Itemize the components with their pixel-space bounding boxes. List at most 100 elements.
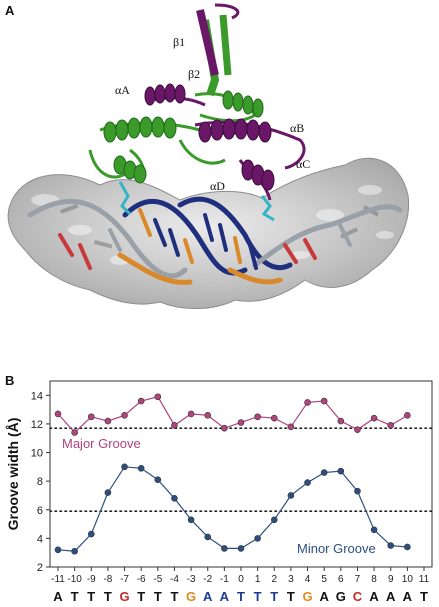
sequence-letter: T [104, 589, 112, 604]
panel-a-label: A [5, 3, 15, 18]
protein-dna-structure: β1 β2 αA αB αC αD [7, 3, 410, 310]
data-point [154, 393, 162, 401]
data-point [320, 397, 328, 405]
data-point [254, 535, 261, 542]
x-tick-label: 0 [238, 574, 244, 585]
x-axis: -11 -10 -9 -8 -7 -6 -5 -4 -3 -2 -1 0 1 2 3 4 5 6 7 8 9 10 11 [51, 567, 430, 585]
x-tick-label: 10 [402, 574, 414, 585]
data-point [137, 464, 145, 472]
data-point [254, 413, 261, 421]
series-layer [54, 393, 411, 555]
x-tick-label: 8 [371, 574, 377, 585]
series-line-0 [57, 396, 408, 434]
x-tick-label: 4 [305, 574, 311, 585]
data-point [137, 397, 145, 405]
sequence-letter: A [53, 589, 63, 604]
data-point [337, 417, 345, 425]
y-tick-label: 14 [31, 390, 43, 402]
data-point [270, 414, 278, 422]
series-line-1 [57, 466, 408, 552]
x-tick-label: -7 [120, 574, 129, 585]
sequence-letter: G [336, 589, 346, 604]
y-tick-label: 2 [37, 562, 43, 574]
data-point [287, 423, 295, 431]
dna-base-pairs [58, 208, 352, 270]
x-tick-label: -10 [67, 574, 82, 585]
x-tick-label: 1 [255, 574, 261, 585]
data-point [221, 545, 228, 552]
data-point [270, 516, 278, 524]
sequence-letter: A [319, 589, 329, 604]
x-tick-label: 2 [271, 574, 277, 585]
y-axis-label: Groove width (Å) [5, 418, 21, 531]
sequence-letter: T [270, 589, 278, 604]
data-point [370, 414, 378, 422]
data-point [171, 495, 178, 502]
panel-b-label: B [5, 373, 15, 388]
y-tick-label: 12 [31, 419, 43, 431]
sequence-letter: T [71, 589, 79, 604]
y-axis: 2 4 6 8 10 12 14 [31, 390, 50, 574]
data-point [54, 410, 62, 418]
sequence-letter: G [119, 589, 129, 604]
y-tick-label: 10 [31, 448, 43, 460]
x-tick-label: 3 [288, 574, 294, 585]
x-tick-label: -11 [51, 574, 65, 585]
data-point [187, 516, 195, 524]
sequence-letter: T [420, 589, 428, 604]
x-tick-label: 11 [419, 574, 430, 585]
sequence-letter: T [87, 589, 95, 604]
label-alphaD: αD [210, 179, 225, 193]
y-tick-label: 4 [37, 533, 43, 545]
x-tick-label: -2 [203, 574, 212, 585]
data-point [104, 489, 112, 496]
data-point [71, 429, 78, 436]
data-point [354, 426, 361, 433]
sequence-letter: T [170, 589, 178, 604]
label-alphaA: αA [115, 83, 130, 97]
data-point [104, 417, 112, 425]
data-point [404, 412, 411, 419]
data-point [87, 413, 95, 421]
sequence-letter: G [186, 589, 196, 604]
x-tick-label: 7 [355, 574, 361, 585]
label-alphaC: αC [296, 157, 310, 171]
data-point [387, 542, 395, 549]
data-point [171, 422, 178, 429]
data-point [221, 424, 228, 432]
data-point [204, 412, 212, 419]
sequence-letter: A [203, 589, 213, 604]
sequence-letter: A [369, 589, 379, 604]
data-point [71, 547, 78, 555]
data-point [370, 526, 378, 534]
data-point [121, 412, 128, 419]
x-tick-label: -4 [170, 574, 179, 585]
data-point [304, 479, 311, 486]
reference-lines [49, 427, 433, 512]
data-point [54, 546, 62, 554]
label-beta2: β2 [188, 67, 200, 81]
series-label-minor-groove: Minor Groove [297, 541, 376, 556]
dna-backbone [27, 196, 403, 285]
data-point [237, 419, 245, 426]
data-point [287, 492, 295, 499]
data-point [337, 467, 345, 475]
protein-purple-helices [144, 83, 275, 191]
sequence-letter: T [287, 589, 295, 604]
x-tick-label: -1 [220, 574, 229, 585]
sequence-letter: A [220, 589, 230, 604]
data-point [320, 469, 328, 476]
sequence-letter: A [403, 589, 413, 604]
label-beta1: β1 [173, 35, 185, 49]
plot-frame [49, 380, 433, 568]
data-point [304, 399, 311, 406]
x-tick-label: -5 [153, 574, 162, 585]
x-tick-label: -6 [137, 574, 146, 585]
sequence-letter: T [137, 589, 145, 604]
x-tick-label: -3 [187, 574, 196, 585]
data-point [87, 530, 95, 538]
x-tick-label: -9 [87, 574, 96, 585]
data-point [387, 422, 395, 429]
